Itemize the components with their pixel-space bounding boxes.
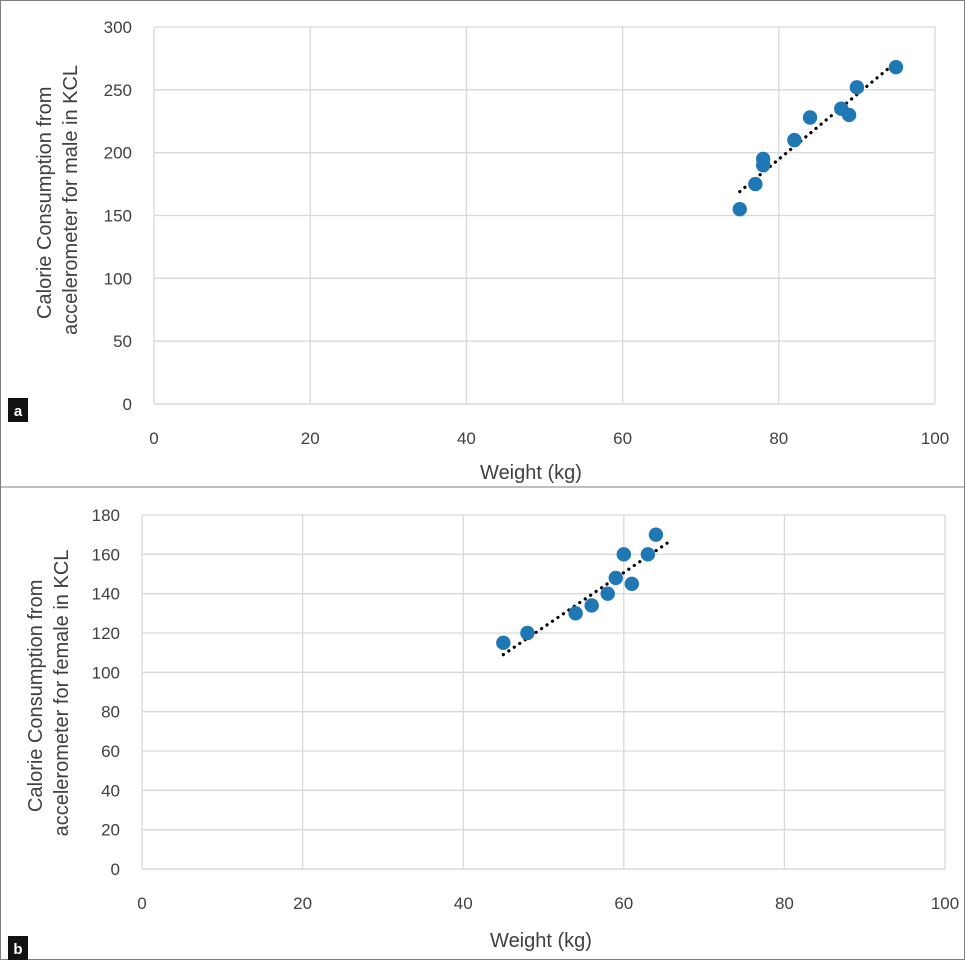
data-point-a-1 [732,202,747,217]
grid-panel-a [153,26,936,405]
y-tick-label-a-0: 0 [123,395,132,414]
y-tick-label-a-200: 200 [104,144,132,163]
data-point-b-8 [624,576,640,592]
y-tick-labels-panel-a: 0 50 100 150 200 250 300 [104,18,132,414]
x-tick-label-a-100: 100 [921,429,949,448]
data-point-b-10 [648,527,664,542]
data-point-b-2 [520,625,535,641]
points-panel-a [732,60,904,217]
x-tick-label-b-60: 60 [614,894,633,913]
data-point-b-4 [584,598,599,613]
y-tick-label-b-20: 20 [101,821,120,840]
y-tick-labels-panel-b: 0 20 40 60 80 100 120 140 160 180 [92,506,120,879]
data-point-a-4 [755,151,771,167]
data-point-a-2 [748,176,763,192]
y-tick-label-b-100: 100 [92,663,120,682]
y-tick-label-a-300: 300 [104,18,132,37]
y-tick-label-b-120: 120 [92,624,120,643]
y-tick-label-a-50: 50 [113,332,132,351]
panel-badge-a: a [14,403,23,420]
y-axis-title-line-1-panel-b: Calorie Consumption from [25,580,47,812]
data-point-b-3 [568,606,583,621]
y-tick-label-a-150: 150 [104,207,132,226]
panel-badge-b: b [13,941,22,958]
y-tick-label-a-250: 250 [104,81,132,100]
y-tick-label-b-40: 40 [101,781,120,800]
panel-badge-bg-b [8,936,28,960]
data-point-a-5 [787,132,802,148]
chart-panel-b: 0 20 40 60 80 100 0 20 40 60 80 100 120 140 160 180 We… [8,506,959,960]
x-tick-labels-panel-b: 0 20 40 60 80 100 [137,894,959,913]
data-point-a-6 [802,110,818,125]
data-point-b-1 [496,635,511,651]
y-axis-title-panel-b: Calorie Consumption from accelerometer f… [25,550,73,837]
data-point-a-10 [888,60,904,75]
y-tick-label-b-60: 60 [101,742,120,761]
data-point-a-9 [849,80,865,95]
points-panel-b [496,527,664,651]
y-tick-label-b-140: 140 [92,585,120,604]
data-point-b-6 [608,570,623,586]
data-point-b-7 [616,547,631,562]
x-tick-labels-panel-a: 0 20 40 60 80 100 [149,429,949,448]
x-axis-title-panel-b: Weight (kg) [490,930,592,952]
data-point-b-9 [640,547,656,562]
y-axis-title-line-2-panel-a: accelerometer for male in KCL [60,65,82,335]
grid-panel-b [141,514,946,870]
y-tick-label-b-0: 0 [111,860,120,879]
x-tick-label-b-80: 80 [775,894,794,913]
y-axis-title-panel-a: Calorie Consumption from accelerometer f… [34,65,82,335]
y-axis-title-line-2-panel-b: accelerometer for female in KCL [51,550,73,837]
data-point-b-5 [600,586,615,601]
x-tick-label-a-60: 60 [613,429,632,448]
x-axis-title-panel-a: Weight (kg) [480,462,582,484]
chart-panel-a: 0 20 40 60 80 100 0 50 100 150 200 250 300 Weight (… [8,18,949,484]
x-tick-label-b-20: 20 [293,894,312,913]
x-tick-label-b-0: 0 [137,894,146,913]
y-tick-label-b-160: 160 [92,545,120,564]
x-tick-label-b-100: 100 [931,894,959,913]
y-tick-label-b-80: 80 [101,703,120,722]
panel-badge-bg-a [8,398,28,422]
data-point-a-8 [841,107,857,123]
y-tick-label-b-180: 180 [92,506,120,525]
x-tick-label-a-20: 20 [301,429,320,448]
y-tick-label-a-100: 100 [104,269,132,288]
y-axis-title-line-1-panel-a: Calorie Consumption from [34,87,56,319]
x-tick-label-b-40: 40 [454,894,473,913]
x-tick-label-a-80: 80 [769,429,788,448]
x-tick-label-a-40: 40 [457,429,476,448]
x-tick-label-a-0: 0 [149,429,158,448]
